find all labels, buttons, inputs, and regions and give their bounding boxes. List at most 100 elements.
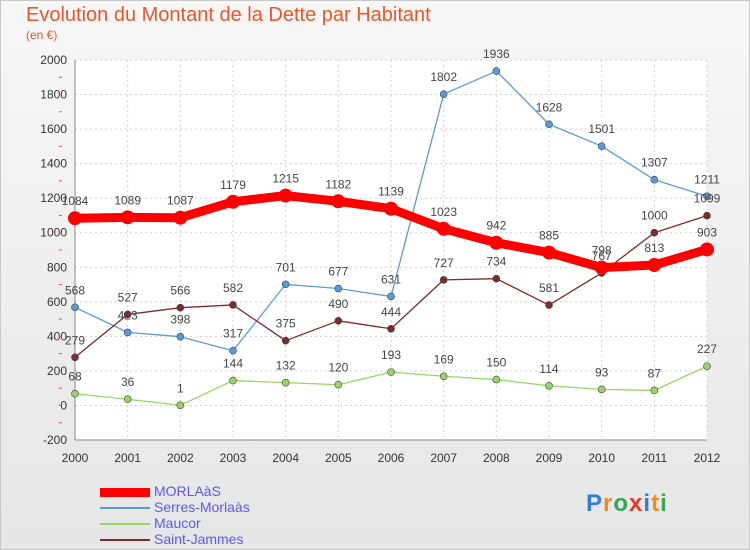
data-point [229,376,237,385]
data-point [387,324,395,333]
data-label: 942 [486,219,506,233]
data-point [281,378,290,387]
data-label: 813 [644,241,664,255]
y-tick-label: 1600 [40,122,67,136]
data-label: 68 [68,370,82,384]
x-tick-label: 2012 [694,451,721,465]
grid-lines [74,59,708,441]
data-label: 1936 [483,47,510,61]
logo-letter: i [660,490,668,517]
data-point [387,292,395,301]
data-label: 1179 [220,178,246,192]
data-point [120,210,135,225]
y-tick-label: 2000 [40,53,67,67]
data-point [545,120,553,129]
data-label: 727 [434,256,454,270]
y-tick-label: 1800 [40,88,67,102]
y-tick-label: 1400 [40,157,67,171]
data-label: 120 [328,361,348,375]
data-label: 798 [592,244,612,258]
data-label: 36 [121,375,135,389]
data-label: 169 [434,352,454,366]
data-label: 375 [276,317,296,331]
data-label: 1023 [430,205,457,219]
data-point [650,228,659,237]
data-label: 490 [328,297,348,311]
legend-swatch [100,523,150,525]
legend-swatch [100,539,150,541]
data-label: 1802 [430,70,457,84]
data-label: 566 [170,284,190,298]
data-point [650,386,659,395]
data-label: 227 [697,342,717,356]
data-label: 885 [539,229,559,243]
data-point [334,380,343,389]
data-point [436,221,451,236]
y-tick-label: 600 [47,295,67,309]
data-point [281,336,290,345]
data-label: 193 [381,348,401,362]
data-label: 150 [486,356,506,370]
data-label: 903 [697,225,717,239]
data-point [439,90,448,98]
data-label: 1084 [62,194,89,208]
x-tick-label: 2002 [167,451,194,465]
logo-letter: t [651,490,661,517]
data-label: 581 [539,281,559,295]
legend-swatch [100,507,150,509]
data-label: 1000 [641,209,668,223]
data-point [489,235,504,250]
data-label: 1087 [167,194,194,208]
data-point [71,389,79,398]
x-tick-label: 2000 [62,451,89,465]
x-tick-label: 2007 [430,451,457,465]
data-label: 398 [170,313,190,327]
data-label: 317 [223,327,243,341]
x-tick-label: 2005 [325,451,352,465]
data-point [545,301,553,309]
y-tick-label: 400 [47,329,67,343]
data-label: 527 [118,290,138,304]
data-label: 582 [223,281,243,295]
logo-letter: P [586,490,604,517]
data-label: 677 [328,265,348,279]
legend-label: Saint-Jammes [154,531,244,547]
x-tick-label: 2010 [588,451,615,465]
logo-letter: i [643,490,652,517]
legend-label: Maucor [154,515,201,531]
data-point [123,395,132,404]
legend-label: MORLAàS [154,483,221,499]
data-point [71,303,79,312]
legend-label: Serres-Morlaàs [154,499,250,515]
y-tick-label: 1200 [40,191,67,205]
data-label: 1099 [694,192,721,206]
data-point [647,258,662,273]
legend-swatch [100,488,150,497]
logo-letter: x [629,490,644,517]
proxiti-logo: Proxiti [586,490,668,518]
data-point [492,274,501,283]
data-point [123,310,132,319]
data-point [334,317,343,325]
data-label: 1211 [694,172,720,186]
data-point [384,201,398,216]
data-point [123,328,132,337]
data-point [703,211,711,220]
x-tick-label: 2003 [220,451,247,465]
data-label: 1307 [641,156,668,170]
data-point [492,375,501,384]
data-point [229,301,237,309]
y-tick-label: 200 [47,364,67,378]
data-label: 767 [592,249,612,263]
data-point [439,372,448,381]
data-point [387,368,395,376]
data-label: 87 [648,366,662,380]
x-tick-label: 2009 [536,451,563,465]
x-tick-label: 2011 [641,451,667,465]
data-point [492,67,501,75]
data-label: 568 [65,283,85,297]
data-point [176,303,185,312]
data-label: 444 [381,305,401,319]
data-point [226,194,240,209]
